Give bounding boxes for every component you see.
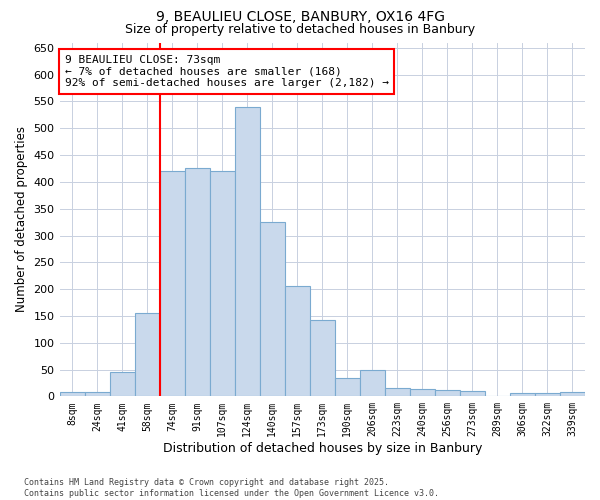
Bar	[510, 392, 535, 396]
Text: Size of property relative to detached houses in Banbury: Size of property relative to detached ho…	[125, 22, 475, 36]
Bar	[410, 389, 435, 396]
Bar	[110, 372, 134, 396]
Bar	[460, 391, 485, 396]
Bar	[435, 390, 460, 396]
Text: 9, BEAULIEU CLOSE, BANBURY, OX16 4FG: 9, BEAULIEU CLOSE, BANBURY, OX16 4FG	[155, 10, 445, 24]
Bar	[160, 171, 185, 396]
Bar	[335, 378, 360, 396]
Bar	[285, 286, 310, 397]
Text: 9 BEAULIEU CLOSE: 73sqm
← 7% of detached houses are smaller (168)
92% of semi-de: 9 BEAULIEU CLOSE: 73sqm ← 7% of detached…	[65, 55, 389, 88]
Bar	[360, 370, 385, 396]
Bar	[385, 388, 410, 396]
Y-axis label: Number of detached properties: Number of detached properties	[15, 126, 28, 312]
Text: Contains HM Land Registry data © Crown copyright and database right 2025.
Contai: Contains HM Land Registry data © Crown c…	[24, 478, 439, 498]
Bar	[235, 107, 260, 397]
Bar	[134, 313, 160, 396]
Bar	[260, 222, 285, 396]
Bar	[209, 171, 235, 396]
Bar	[310, 320, 335, 396]
X-axis label: Distribution of detached houses by size in Banbury: Distribution of detached houses by size …	[163, 442, 482, 455]
Bar	[85, 392, 110, 396]
Bar	[535, 392, 560, 396]
Bar	[560, 392, 585, 396]
Bar	[59, 392, 85, 396]
Bar	[185, 168, 209, 396]
